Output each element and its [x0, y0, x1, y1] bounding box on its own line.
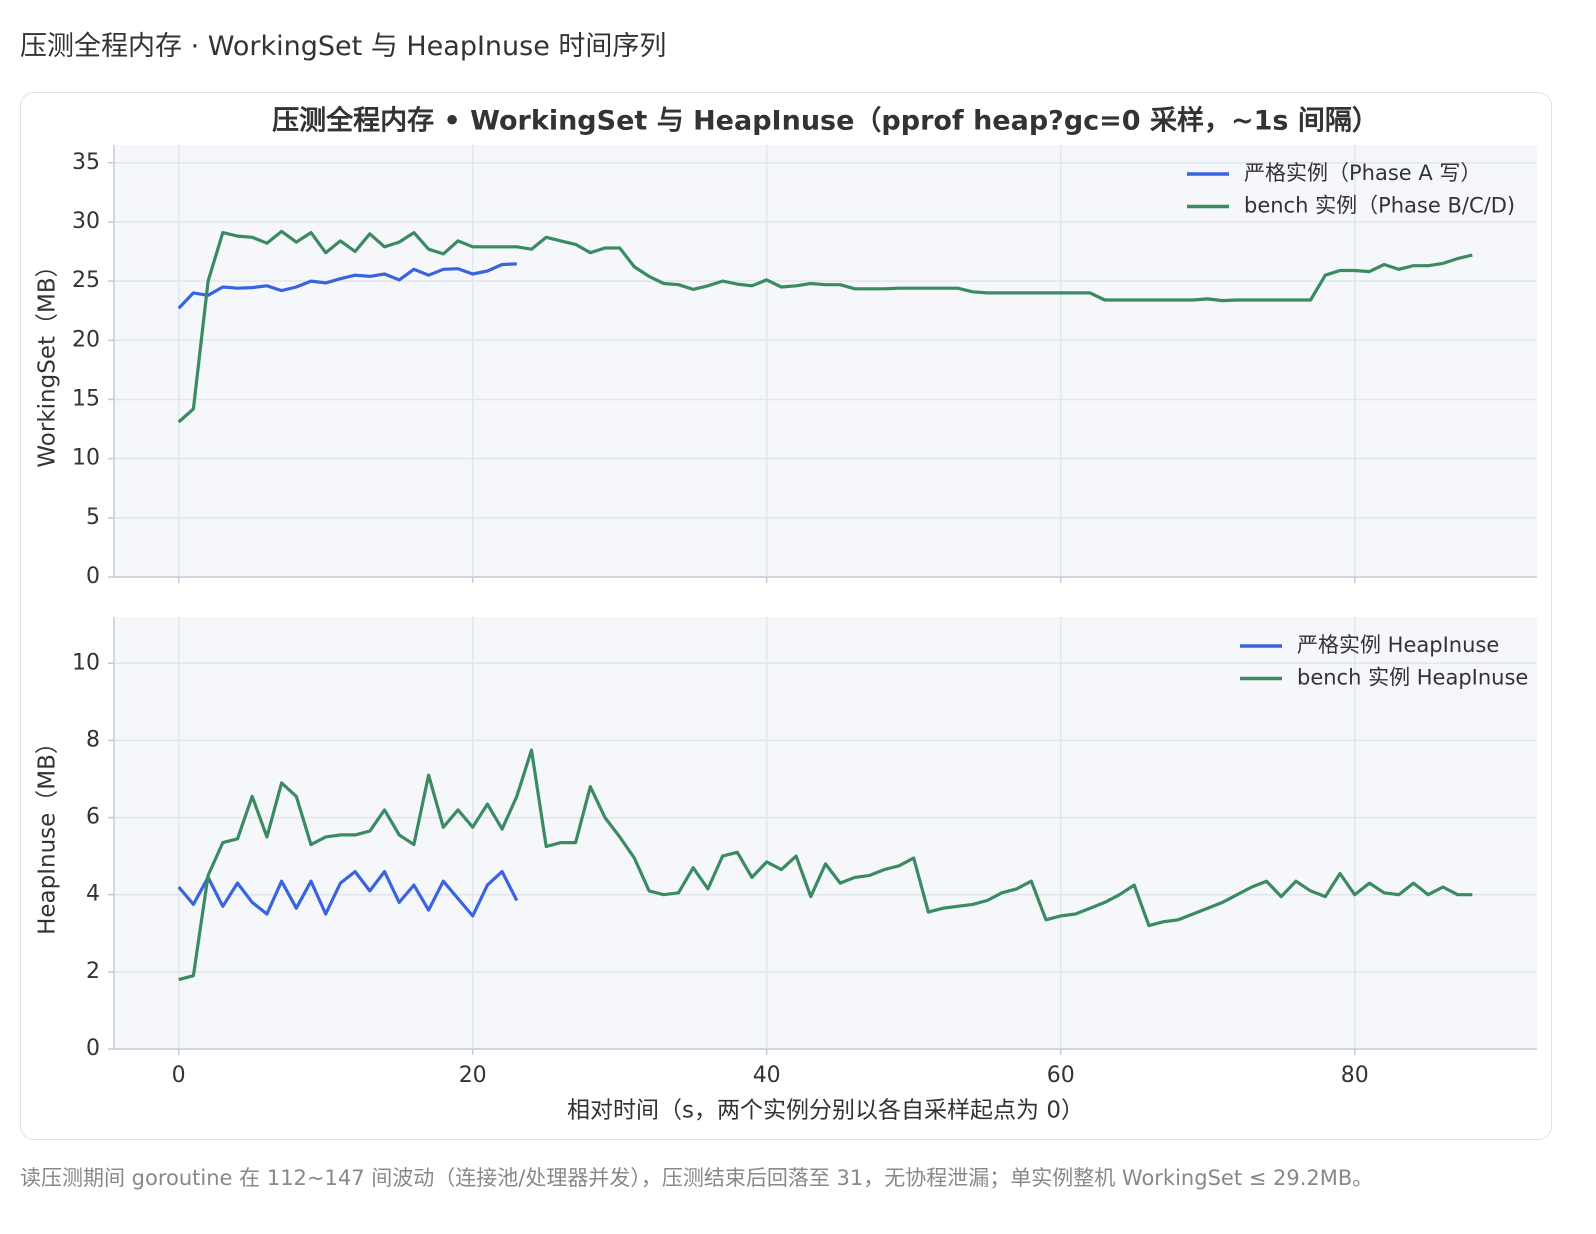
y-tick-label: 2 — [86, 959, 100, 984]
y-tick-label: 0 — [86, 1036, 100, 1061]
footnote: 读压测期间 goroutine 在 112~147 间波动（连接池/处理器并发）… — [20, 1166, 1374, 1190]
y-tick-label: 6 — [86, 805, 100, 830]
y-tick-label: 15 — [72, 386, 100, 411]
x-tick-label: 0 — [172, 1063, 186, 1088]
y-axis-label: HeapInuse（MB） — [35, 731, 61, 935]
y-tick-label: 4 — [86, 882, 100, 907]
y-tick-label: 10 — [72, 446, 100, 471]
y-tick-label: 10 — [72, 650, 100, 675]
chart-title: 压测全程内存 • WorkingSet 与 HeapInuse（pprof he… — [272, 105, 1379, 137]
series-line — [178, 748, 1473, 982]
plot-area — [114, 617, 1537, 1049]
legend-label: 严格实例 HeapInuse — [1297, 633, 1499, 657]
x-axis-label: 相对时间（s，两个实例分别以各自采样起点为 0） — [567, 1098, 1084, 1124]
y-tick-label: 20 — [72, 327, 100, 352]
y-tick-label: 5 — [86, 505, 100, 530]
legend-label: bench 实例（Phase B/C/D) — [1244, 194, 1515, 218]
series-line — [177, 870, 519, 918]
y-axis-label: WorkingSet（MB） — [35, 254, 61, 467]
y-tick-label: 25 — [72, 268, 100, 293]
x-tick-label: 80 — [1341, 1063, 1369, 1088]
y-tick-label: 0 — [86, 564, 100, 589]
y-tick-label: 8 — [86, 727, 100, 752]
x-tick-label: 60 — [1047, 1063, 1075, 1088]
x-tick-label: 20 — [459, 1063, 487, 1088]
legend-label: bench 实例 HeapInuse — [1297, 666, 1528, 690]
chart-card — [20, 92, 1552, 1140]
page-title: 压测全程内存 · WorkingSet 与 HeapInuse 时间序列 — [20, 31, 667, 62]
plot-area — [114, 145, 1537, 577]
y-tick-label: 30 — [72, 209, 100, 234]
series-line — [177, 262, 517, 310]
legend-label: 严格实例（Phase A 写） — [1244, 161, 1481, 185]
y-tick-label: 35 — [72, 150, 100, 175]
x-tick-label: 40 — [753, 1063, 781, 1088]
series-line — [177, 229, 1473, 424]
